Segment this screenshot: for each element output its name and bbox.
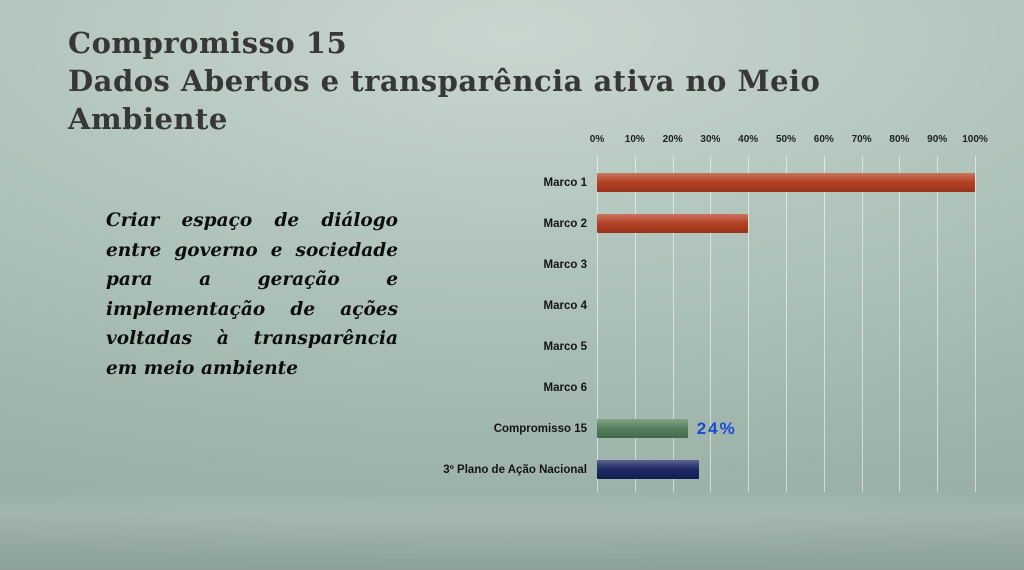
- x-axis-ticks: 0% 10% 20% 30% 40% 50% 60% 70% 80% 90% 100%: [402, 132, 988, 150]
- gridline: [710, 156, 712, 492]
- gridline: [975, 156, 976, 492]
- gridline: [899, 156, 901, 492]
- tick-label: 0%: [589, 134, 605, 145]
- tick-label: 80%: [889, 134, 910, 145]
- gridline: [861, 156, 863, 492]
- slide-title-line1: Compromisso 15: [68, 26, 348, 60]
- tick-label: 100%: [962, 134, 988, 145]
- category-label: Marco 4: [543, 299, 587, 312]
- gridline: [672, 156, 674, 492]
- tick-label: 70%: [851, 134, 872, 145]
- slide-title-line2: Dados Abertos e transparência ativa no M…: [68, 64, 821, 136]
- chart-row: Marco 3: [402, 244, 978, 285]
- bar: [597, 214, 749, 233]
- bar-area: [597, 367, 975, 408]
- gridline: [786, 156, 787, 492]
- bar-area: [597, 449, 975, 490]
- chart-row: Marco 5: [402, 326, 978, 367]
- category-label: Marco 3: [543, 258, 587, 271]
- category-label: Marco 6: [543, 381, 587, 394]
- tick-label: 40%: [738, 134, 759, 145]
- bar-area: [597, 285, 975, 326]
- bar-area: [597, 203, 975, 244]
- gridline: [634, 156, 636, 492]
- bar: [597, 173, 975, 192]
- tick-label: 50%: [775, 134, 797, 145]
- gridlines: [597, 156, 976, 492]
- bar-area: [597, 326, 975, 367]
- chart-row: Compromisso 15 24%: [402, 408, 978, 449]
- bar-value-label: 24%: [696, 418, 737, 438]
- chart-row: Marco 6: [402, 367, 978, 408]
- chart-row: 3º Plano de Ação Nacional: [402, 449, 978, 490]
- bar-area: [597, 162, 975, 203]
- bar: [597, 460, 700, 479]
- tick-label: 90%: [927, 134, 948, 145]
- gridline: [597, 156, 598, 492]
- gridline: [823, 156, 825, 492]
- gridline: [748, 156, 750, 492]
- tick-label: 10%: [624, 134, 645, 145]
- bar-area: 24%: [597, 408, 975, 449]
- chart-row: Marco 4: [402, 285, 978, 326]
- bar-area: [597, 244, 975, 285]
- tick-label: 60%: [813, 134, 834, 145]
- slide-title: Compromisso 15 Dados Abertos e transparê…: [68, 24, 880, 138]
- category-label: Marco 5: [543, 340, 587, 353]
- tick-label: 20%: [662, 134, 683, 145]
- category-label: Compromisso 15: [493, 422, 587, 435]
- tick-label: 30%: [700, 134, 721, 145]
- chart-row: Marco 2: [402, 203, 978, 244]
- chart-rows: Marco 1 Marco 2 Marco 3 Marco 4 Marco 5 Marco…: [402, 162, 978, 490]
- chart-row: Marco 1: [402, 162, 978, 203]
- bar: [597, 419, 688, 438]
- bar-chart: 0% 10% 20% 30% 40% 50% 60% 70% 80% 90% 100% Marco …: [402, 132, 988, 494]
- category-label: 3º Plano de Ação Nacional: [443, 463, 587, 476]
- category-label: Marco 2: [543, 217, 587, 230]
- slide-body-text: Criar espaço de diálogo entre governo e …: [106, 210, 398, 379]
- gridline: [937, 156, 939, 492]
- category-label: Marco 1: [543, 176, 587, 189]
